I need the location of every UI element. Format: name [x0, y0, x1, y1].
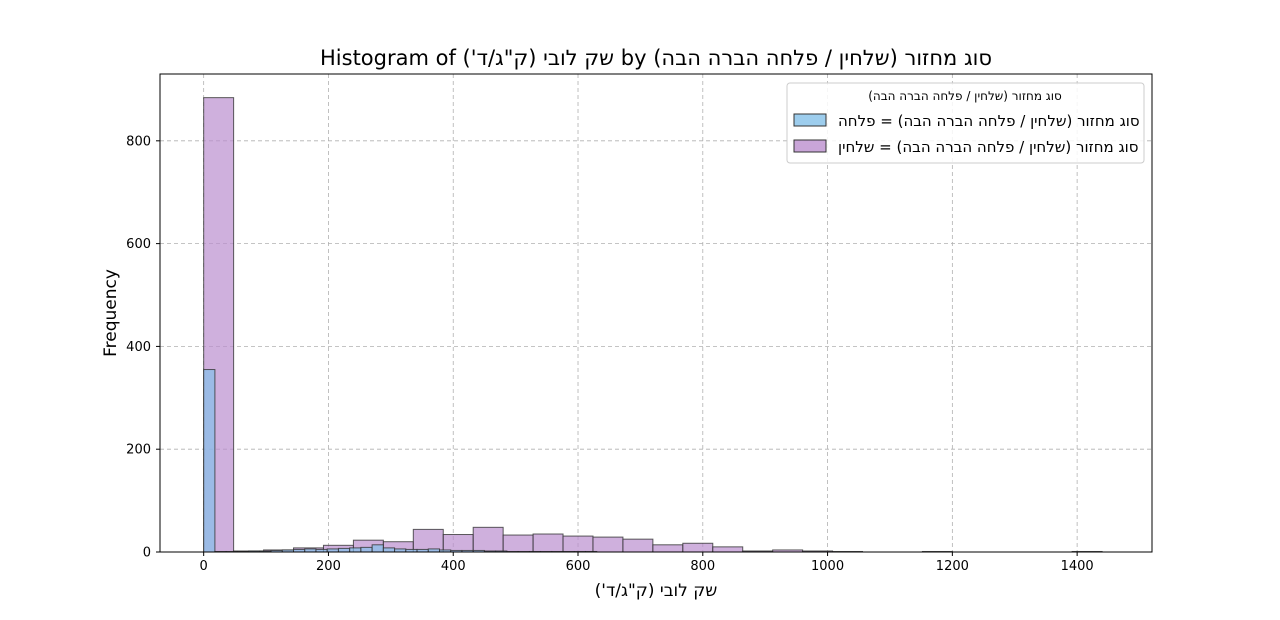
plot-area-frame — [159, 73, 1153, 553]
legend-title: סוג מחזור (שלחין / פלחה הברה הבה) — [868, 89, 1062, 103]
legend-box — [786, 82, 1145, 164]
x-tick-label: 0 — [200, 559, 208, 574]
histogram-bar-series-0 — [203, 369, 216, 553]
y-tick-label: 800 — [126, 134, 151, 149]
histogram-bar-series-0 — [349, 547, 362, 553]
y-tick-label: 600 — [126, 237, 151, 252]
x-tick-label: 400 — [441, 559, 466, 574]
y-axis-label: Frequency — [101, 269, 121, 357]
histogram-bar-series-0 — [371, 544, 384, 553]
histogram-bar-series-1 — [712, 546, 744, 553]
histogram-bar-series-1 — [532, 533, 564, 553]
x-tick-label: 1400 — [1061, 559, 1094, 574]
histogram-bar-series-1 — [592, 536, 624, 553]
histogram-bar-series-1 — [652, 544, 684, 553]
legend-swatch-plcha — [793, 113, 827, 127]
histogram-bar-series-1 — [502, 534, 534, 553]
legend-label-plcha: סוג מחזור (שלחין / פלחה הברה הבה) = פלחה — [838, 112, 1140, 130]
y-tick-label: 400 — [126, 340, 151, 355]
x-tick-label: 1000 — [811, 559, 844, 574]
legend-label-shlachin: סוג מחזור (שלחין / פלחה הברה הבה) = שלחי… — [838, 138, 1139, 156]
histogram-bar-series-0 — [337, 547, 351, 553]
y-tick-label: 0 — [143, 546, 151, 561]
y-tick-label: 200 — [126, 443, 151, 458]
x-tick-label: 200 — [316, 559, 341, 574]
histogram-bar-series-0 — [360, 546, 373, 553]
x-axis-label: שק לובי (ק"ג/ד') — [595, 581, 718, 601]
chart-title: Histogram of שק לובי (ק"ג/ד') by סוג מחז… — [320, 46, 992, 70]
histogram-bar-series-1 — [442, 534, 474, 553]
x-tick-label: 1200 — [936, 559, 969, 574]
histogram-bar-series-1 — [562, 535, 594, 553]
histogram-bar-series-1 — [472, 526, 504, 553]
x-tick-label: 800 — [690, 559, 715, 574]
histogram-bar-series-0 — [382, 547, 396, 553]
legend: סוג מחזור (שלחין / פלחה הברה הבה) סוג מח… — [786, 82, 1145, 164]
x-tick-label: 600 — [566, 559, 591, 574]
histogram-bar-series-1 — [682, 542, 714, 553]
legend-swatch-shlachin — [793, 139, 827, 153]
histogram-bar-series-1 — [622, 538, 654, 553]
